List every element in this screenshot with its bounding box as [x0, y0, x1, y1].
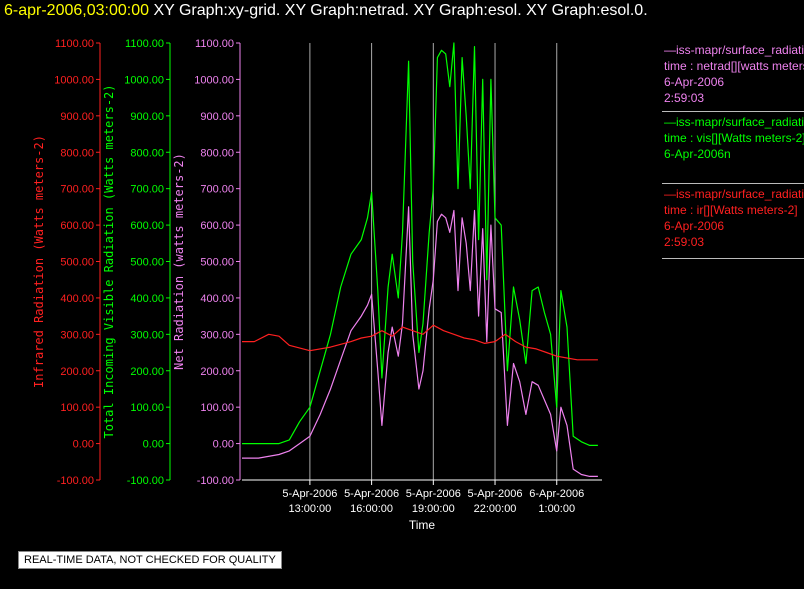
y-axis-label: Infrared Radiation (Watts meters-2) — [32, 135, 46, 388]
y-tick-label: 900.00 — [60, 111, 94, 123]
legend-line: —iss-mapr/surface_radiation — [664, 187, 804, 201]
y-tick-label: 900.00 — [130, 111, 164, 123]
y-tick-label: 800.00 — [60, 147, 94, 159]
y-tick-label: 100.00 — [130, 402, 164, 414]
y-tick-label: 500.00 — [200, 257, 234, 269]
y-tick-label: 600.00 — [60, 220, 94, 232]
x-tick-label-time: 22:00:00 — [474, 503, 517, 515]
y-tick-label: -100.00 — [57, 475, 94, 487]
title-graph-list: XY Graph:xy-grid. XY Graph:netrad. XY Gr… — [153, 2, 648, 19]
x-tick-label-time: 19:00:00 — [412, 503, 455, 515]
y-tick-label: 600.00 — [200, 220, 234, 232]
legend-divider — [662, 183, 804, 184]
y-tick-label: 200.00 — [130, 366, 164, 378]
y-tick-label: 100.00 — [200, 402, 234, 414]
y-tick-label: 800.00 — [200, 147, 234, 159]
legend-line: 6-Apr-2006n — [664, 147, 731, 161]
x-tick-label-date: 5-Apr-2006 — [406, 488, 461, 500]
y-tick-label: 1000.00 — [124, 74, 164, 86]
x-tick-label-date: 6-Apr-2006 — [529, 488, 584, 500]
y-tick-label: 0.00 — [143, 439, 164, 451]
y-tick-label: 300.00 — [200, 329, 234, 341]
page-title: 6-apr-2006,03:00:00 XY Graph:xy-grid. XY… — [4, 2, 648, 20]
x-tick-label-time: 13:00:00 — [288, 503, 331, 515]
legend-line: time : netrad[][watts meters-2] — [664, 59, 804, 73]
x-tick-label-date: 5-Apr-2006 — [344, 488, 399, 500]
legend-line: —iss-mapr/surface_radiation — [664, 43, 804, 57]
y-tick-label: 300.00 — [130, 329, 164, 341]
y-tick-label: 700.00 — [200, 184, 234, 196]
title-timestamp: 6-apr-2006,03:00:00 — [4, 2, 149, 19]
y-tick-label: 900.00 — [200, 111, 234, 123]
y-tick-label: 400.00 — [130, 293, 164, 305]
legend-divider — [662, 111, 804, 112]
y-tick-label: -100.00 — [197, 475, 234, 487]
y-tick-label: 1000.00 — [54, 74, 94, 86]
x-tick-label-time: 16:00:00 — [350, 503, 393, 515]
series-line-ir — [242, 324, 598, 361]
y-tick-label: 0.00 — [213, 439, 234, 451]
y-tick-label: 1000.00 — [194, 74, 234, 86]
x-tick-label-date: 5-Apr-2006 — [468, 488, 523, 500]
legend-line: time : ir[][Watts meters-2] — [664, 203, 798, 217]
y-tick-label: 300.00 — [60, 329, 94, 341]
y-tick-label: 1100.00 — [125, 38, 164, 50]
y-tick-label: 1100.00 — [195, 38, 234, 50]
y-tick-label: 1100.00 — [55, 38, 94, 50]
x-tick-label-time: 1:00:00 — [538, 503, 575, 515]
y-tick-label: 100.00 — [60, 402, 94, 414]
legend-line: time : vis[][Watts meters-2] — [664, 131, 804, 145]
y-tick-label: 400.00 — [60, 293, 94, 305]
x-axis-label: Time — [409, 518, 436, 532]
y-tick-label: 600.00 — [130, 220, 164, 232]
y-tick-label: 200.00 — [60, 366, 94, 378]
legend-line: 2:59:03 — [664, 91, 705, 105]
legend-line: 6-Apr-2006 — [664, 219, 725, 233]
legend-line: 6-Apr-2006 — [664, 75, 725, 89]
legend-line: —iss-mapr/surface_radiation — [664, 115, 804, 129]
y-tick-label: 800.00 — [130, 147, 164, 159]
quality-warning: REAL-TIME DATA, NOT CHECKED FOR QUALITY — [18, 551, 282, 569]
y-tick-label: 700.00 — [60, 184, 94, 196]
legend-line: 2:59:03 — [664, 235, 705, 249]
series-line-netrad — [242, 206, 598, 477]
x-tick-label-date: 5-Apr-2006 — [282, 488, 337, 500]
legend-divider — [662, 258, 804, 259]
y-tick-label: 0.00 — [73, 439, 94, 451]
y-tick-label: 500.00 — [60, 257, 94, 269]
y-axis-label: Net Radiation (watts meters-2) — [172, 153, 186, 370]
y-tick-label: 400.00 — [200, 293, 234, 305]
y-tick-label: 700.00 — [130, 184, 164, 196]
y-tick-label: 200.00 — [200, 366, 234, 378]
y-tick-label: -100.00 — [127, 475, 164, 487]
y-axis-label: Total Incoming Visible Radiation (Watts … — [102, 84, 116, 438]
y-tick-label: 500.00 — [130, 257, 164, 269]
series-line-vis — [242, 42, 598, 446]
